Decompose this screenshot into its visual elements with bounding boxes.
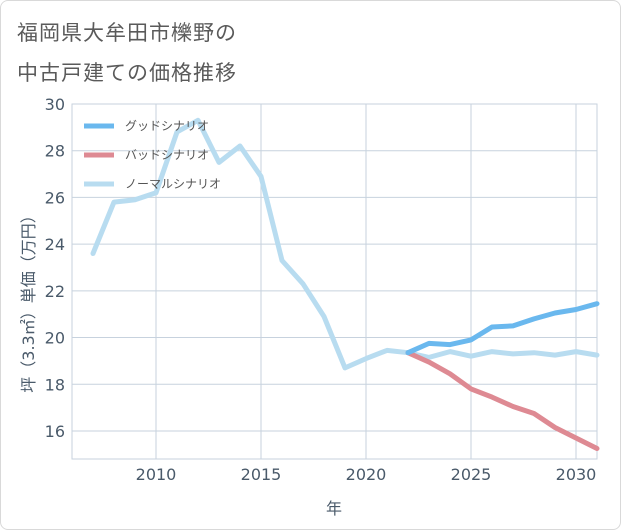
y-tick-label: 16 <box>45 422 65 441</box>
chart-title-line-1: 福岡県大牟田市櫟野の <box>17 21 237 45</box>
x-tick-labels: 2010 2015 2020 2025 2030 <box>136 465 597 484</box>
grid <box>72 103 597 459</box>
x-tick-label: 2030 <box>556 465 597 484</box>
y-tick-label: 20 <box>45 329 65 348</box>
y-axis-label: 坪（3.3㎡）単価（万円） <box>19 207 38 392</box>
y-tick-label: 18 <box>45 375 65 394</box>
good-scenario-line <box>405 301 600 356</box>
x-tick-label: 2015 <box>241 465 282 484</box>
y-tick-label: 26 <box>45 188 65 207</box>
x-tick-label: 2020 <box>346 465 387 484</box>
x-axis-label: 年 <box>326 499 342 518</box>
x-tick-label: 2025 <box>451 465 492 484</box>
legend-good-label: グッドシナリオ <box>125 119 209 133</box>
bad-scenario-line <box>405 350 600 451</box>
y-tick-labels: 16 18 20 22 24 26 28 30 <box>45 95 65 441</box>
y-tick-label: 22 <box>45 282 65 301</box>
y-tick-label: 24 <box>45 235 65 254</box>
y-tick-label: 28 <box>45 142 65 161</box>
y-tick-label: 30 <box>45 95 65 114</box>
legend-normal-label: ノーマルシナリオ <box>125 177 221 191</box>
legend-bad-label: バッドシナリオ <box>125 148 209 162</box>
chart-title-line-2: 中古戸建ての価格推移 <box>17 61 237 85</box>
series-lines <box>90 117 600 451</box>
normal-scenario-line <box>90 117 600 371</box>
plot-area <box>71 103 598 460</box>
x-tick-label: 2010 <box>136 465 177 484</box>
